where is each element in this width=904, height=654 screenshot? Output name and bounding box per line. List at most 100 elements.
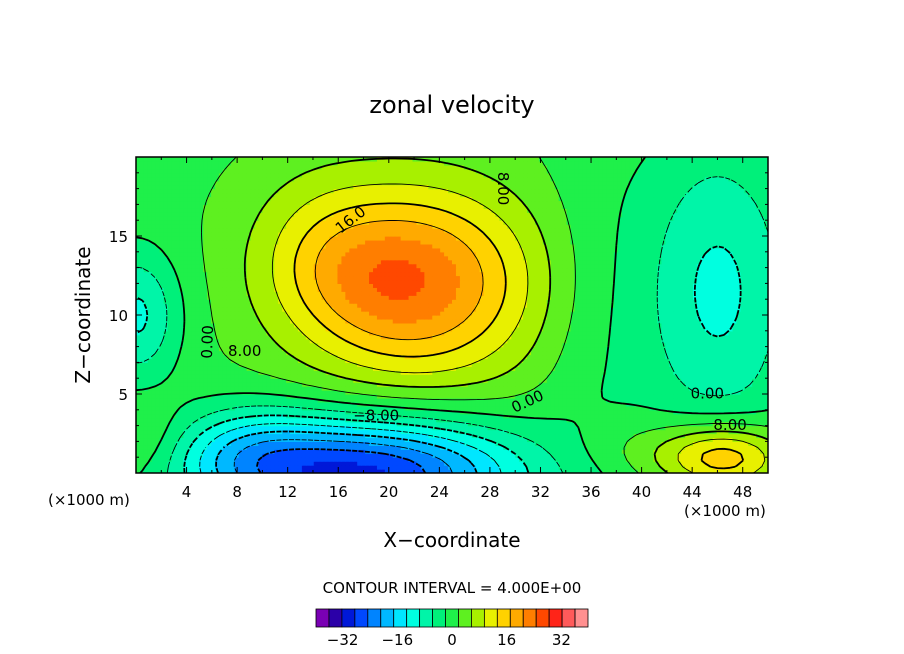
field-cell: [349, 441, 354, 446]
field-cell: [455, 441, 461, 446]
field-cell: [637, 370, 643, 375]
field-cell: [633, 390, 639, 395]
field-cell: [756, 362, 761, 367]
field-cell: [183, 465, 188, 470]
field-cell: [151, 425, 157, 431]
field-cell: [242, 405, 248, 411]
field-cell: [752, 362, 757, 367]
field-cell: [262, 354, 267, 360]
field-cell: [199, 378, 204, 383]
field-cell: [752, 425, 757, 431]
field-cell: [452, 405, 457, 411]
field-cell: [637, 409, 643, 415]
field-cell: [187, 433, 192, 439]
field-cell: [531, 405, 536, 411]
field-cell: [499, 433, 504, 439]
field-cell: [207, 378, 212, 383]
field-cell: [479, 433, 485, 439]
field-cell: [246, 370, 252, 375]
field-cell: [471, 465, 477, 470]
field-cell: [629, 441, 635, 446]
field-cell: [629, 449, 635, 454]
field-cell: [602, 405, 607, 411]
field-cell: [286, 397, 291, 403]
field-cell: [337, 366, 342, 371]
field-cell: [147, 437, 153, 442]
field-cell: [610, 409, 615, 415]
field-cell: [365, 417, 370, 423]
field-cell: [645, 465, 651, 470]
field-cell: [625, 429, 631, 435]
field-cell: [554, 453, 560, 458]
field-cell: [692, 433, 698, 439]
field-cell: [475, 386, 481, 391]
field-cell: [428, 453, 433, 458]
field-cell: [404, 449, 410, 454]
field-cell: [242, 445, 248, 450]
field-cell: [222, 374, 228, 379]
field-cell: [199, 366, 204, 371]
field-cell: [673, 469, 678, 473]
field-cell: [740, 370, 745, 375]
field-cell: [171, 374, 177, 379]
field-cell: [744, 417, 749, 423]
field-cell: [629, 417, 635, 423]
field-cell: [499, 378, 504, 383]
field-cell: [629, 382, 635, 387]
field-cell: [523, 445, 528, 450]
field-cell: [448, 394, 453, 399]
field-cell: [440, 453, 445, 458]
field-cell: [159, 390, 165, 395]
field-cell: [215, 445, 220, 450]
field-cell: [566, 394, 572, 399]
field-cell: [471, 378, 477, 383]
field-cell: [404, 425, 410, 431]
field-cell: [266, 350, 271, 356]
field-cell: [163, 453, 169, 458]
field-cell: [341, 413, 346, 419]
field-cell: [633, 362, 639, 367]
field-cell: [412, 409, 418, 415]
field-cell: [455, 386, 461, 391]
field-cell: [143, 409, 149, 415]
field-cell: [511, 461, 516, 466]
field-cell: [329, 366, 335, 371]
field-cell: [238, 382, 244, 387]
field-cell: [254, 457, 260, 462]
field-cell: [720, 469, 726, 473]
field-cell: [692, 354, 698, 360]
field-cell: [471, 394, 477, 399]
field-cell: [542, 421, 548, 427]
field-cell: [685, 461, 690, 466]
field-cell: [578, 401, 583, 407]
field-cell: [606, 437, 611, 442]
field-cell: [226, 421, 232, 427]
field-cell: [274, 405, 279, 411]
field-cell: [700, 405, 706, 411]
field-cell: [147, 417, 153, 423]
field-cell: [147, 405, 153, 411]
field-cell: [594, 461, 599, 466]
field-cell: [700, 433, 706, 439]
field-cell: [376, 386, 382, 391]
field-cell: [602, 421, 607, 427]
field-cell: [467, 394, 473, 399]
field-cell: [590, 394, 595, 399]
field-cell: [388, 409, 394, 415]
field-cell: [523, 397, 528, 403]
field-cell: [665, 394, 670, 399]
field-cell: [641, 397, 647, 403]
field-cell: [297, 469, 303, 473]
field-cell: [756, 394, 761, 399]
field-cell: [392, 350, 398, 356]
field-cell: [519, 433, 524, 439]
field-cell: [625, 409, 631, 415]
field-cell: [357, 405, 362, 411]
field-cell: [179, 429, 184, 435]
field-cell: [341, 461, 346, 466]
field-cell: [416, 401, 421, 407]
field-cell: [570, 394, 576, 399]
field-cell: [440, 397, 445, 403]
field-cell: [357, 461, 362, 466]
field-cell: [531, 425, 536, 431]
